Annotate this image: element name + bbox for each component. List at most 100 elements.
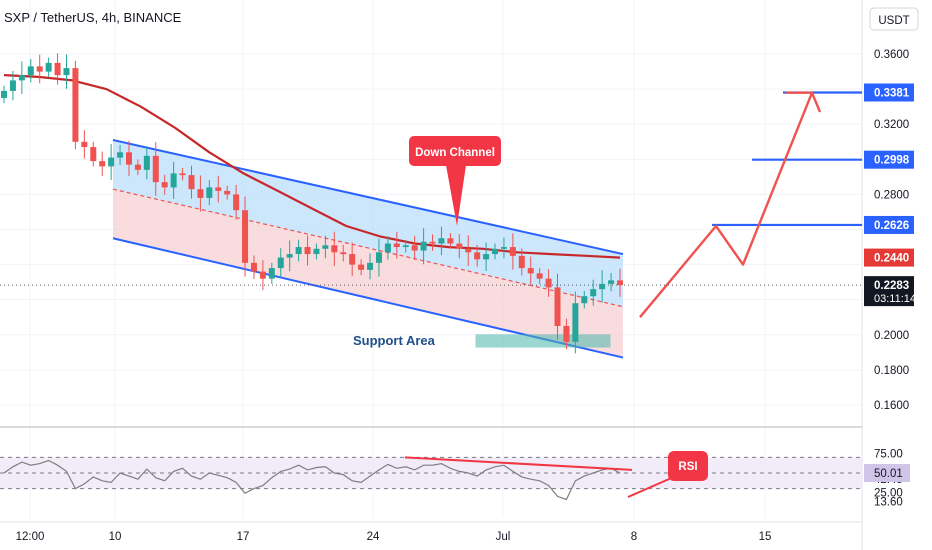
projection-arrowhead xyxy=(785,91,822,113)
rsi-trendline xyxy=(404,456,633,471)
candle-body xyxy=(304,247,311,255)
candle-body xyxy=(54,62,61,76)
candle-body xyxy=(9,80,16,91)
candle-body xyxy=(492,248,499,255)
candle-body xyxy=(590,289,597,297)
callout-text: Down Channel xyxy=(415,147,495,159)
candle-body xyxy=(358,264,365,270)
candle-body xyxy=(215,187,222,191)
candle-body xyxy=(367,262,374,270)
candle-body xyxy=(599,283,606,290)
rsi-callout-box xyxy=(668,451,708,481)
candle-body xyxy=(474,252,481,260)
price-label-badge xyxy=(864,150,914,169)
candle-body xyxy=(134,164,141,170)
rsi-callout-pointer xyxy=(627,475,677,498)
candle-body xyxy=(393,243,400,248)
candle-body xyxy=(45,62,52,72)
price-tick-label: 0.2000 xyxy=(874,330,909,342)
candle-body xyxy=(72,68,79,142)
price-label-value: 0.2283 xyxy=(874,280,909,292)
projection-path xyxy=(639,91,822,318)
price-tick-label: 0.1600 xyxy=(874,400,909,412)
rsi-tick-label: 75.00 xyxy=(874,449,903,461)
candle-body xyxy=(286,254,293,258)
candle-body xyxy=(438,238,445,244)
candle-body xyxy=(447,238,454,244)
price-tick-label: 0.2800 xyxy=(874,189,909,201)
candle-body xyxy=(1,90,7,98)
currency-label: USDT xyxy=(878,15,909,27)
candle-body xyxy=(277,257,284,269)
channel-lower-fill xyxy=(113,189,623,358)
price-label-value: 0.3381 xyxy=(874,87,910,99)
candle-body xyxy=(483,254,490,260)
candle-body xyxy=(125,152,132,165)
time-tick-label: 24 xyxy=(367,531,380,543)
candle-body xyxy=(242,210,249,263)
rsi-tick-label: 25.00 xyxy=(874,488,903,500)
moving-average-line xyxy=(3,74,621,259)
candle-body xyxy=(143,155,150,170)
candle-body xyxy=(340,252,347,255)
candle-body xyxy=(536,273,543,279)
candle-body xyxy=(322,245,329,249)
candle-body xyxy=(152,155,159,183)
rsi-callout-text: RSI xyxy=(678,461,697,473)
channel-upper-line xyxy=(112,139,624,256)
time-tick-label: Jul xyxy=(496,531,511,543)
rsi-callout: RSI xyxy=(668,451,708,481)
price-tick-label: 0.3200 xyxy=(874,119,909,131)
candle-body xyxy=(384,243,391,253)
support-area: Support Area xyxy=(353,333,611,348)
candle-body xyxy=(170,173,177,188)
time-tick-label: 8 xyxy=(631,531,637,543)
price-label-badge xyxy=(864,215,914,234)
support-area-label: Support Area xyxy=(353,333,436,348)
currency-button[interactable]: USDT xyxy=(869,7,919,31)
rsi-current-badge xyxy=(864,463,910,482)
time-tick-label: 17 xyxy=(237,531,250,543)
bar-countdown: 03:11:14 xyxy=(874,293,916,305)
candle-body xyxy=(509,247,516,256)
candle-body xyxy=(224,190,231,195)
price-tick-label: 0.3600 xyxy=(874,49,909,61)
candle-body xyxy=(81,141,88,148)
channel-upper-fill xyxy=(113,140,623,307)
candle-body xyxy=(313,248,320,255)
candle-body xyxy=(554,287,561,326)
price-label-badge xyxy=(864,83,914,102)
candle-body xyxy=(18,75,25,81)
candle-body xyxy=(99,161,106,167)
candle-body xyxy=(617,280,623,286)
candle-body xyxy=(233,194,240,211)
price-label-value: 0.2626 xyxy=(874,220,909,232)
candle-body xyxy=(572,303,579,342)
candle-body xyxy=(420,241,427,251)
rsi-tick-label: 13.60 xyxy=(874,496,903,508)
candle-body xyxy=(90,147,97,162)
candle-body xyxy=(402,245,409,248)
price-axis: 0.3600 0.3200 0.2800 0.2000 0.1800 0.1600 75.0… xyxy=(863,0,932,550)
time-tick-label: 15 xyxy=(759,531,772,543)
candle-body xyxy=(295,247,302,255)
candles xyxy=(1,53,623,354)
callout-pointer xyxy=(446,165,466,226)
time-tick-label: 10 xyxy=(109,531,122,543)
moving-average xyxy=(3,74,621,259)
candle-body xyxy=(456,243,463,249)
time-axis: 12:00 10 17 24 Jul 8 15 xyxy=(16,531,772,543)
candle-body xyxy=(429,241,436,244)
candle-body xyxy=(250,262,257,272)
projection-line xyxy=(639,92,814,318)
candle-body xyxy=(518,255,525,269)
candle-body xyxy=(259,271,266,279)
candle-body xyxy=(63,68,70,76)
candle-body xyxy=(206,187,213,198)
candle-body xyxy=(108,157,115,167)
candle-body xyxy=(563,326,570,342)
price-tick-label: 0.1800 xyxy=(874,365,909,377)
down-channel-callout: Down Channel xyxy=(409,136,501,226)
